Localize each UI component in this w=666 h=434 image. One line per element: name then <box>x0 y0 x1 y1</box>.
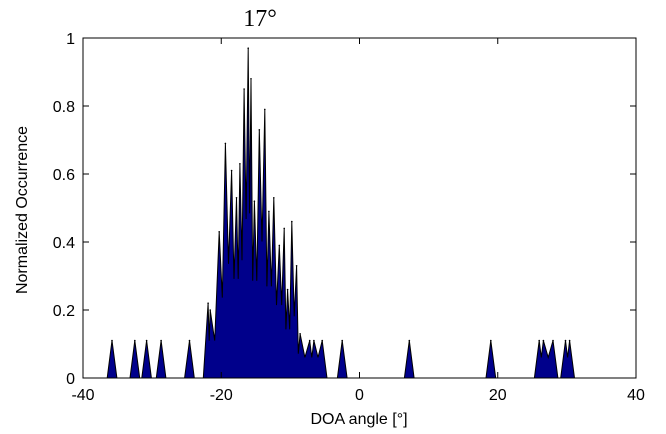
chart-title: 17° <box>243 6 277 32</box>
data-point-33 <box>542 339 545 342</box>
data-point-3 <box>160 339 162 342</box>
data-point-18 <box>268 210 270 213</box>
data-point-24 <box>295 265 298 267</box>
plot-area <box>83 38 636 378</box>
data-point-14 <box>250 78 252 80</box>
data-point-6 <box>209 309 211 311</box>
data-point-7 <box>218 231 220 233</box>
area-segment-9 <box>533 340 559 379</box>
data-point-11 <box>239 163 241 165</box>
y-tick-label-4: 0.8 <box>53 99 75 116</box>
data-point-31 <box>490 339 492 342</box>
data-point-34 <box>552 339 554 342</box>
data-point-29 <box>341 339 344 342</box>
data-point-35 <box>564 339 567 342</box>
area-segment-5 <box>202 48 328 379</box>
data-point-32 <box>538 339 540 342</box>
y-tick-label-2: 0.4 <box>53 235 75 252</box>
data-point-12 <box>243 88 245 90</box>
y-tick-label-1: 0.2 <box>53 303 75 320</box>
data-point-20 <box>278 244 281 247</box>
y-tick-label-0: 0 <box>66 371 75 388</box>
data-point-30 <box>408 339 411 342</box>
data-point-0 <box>111 339 113 342</box>
data-point-21 <box>283 227 286 230</box>
plot-frame <box>82 37 637 379</box>
data-point-27 <box>313 339 315 342</box>
x-tick-label-0: -40 <box>71 387 94 404</box>
data-point-19 <box>273 197 275 199</box>
y-tick-label-3: 0.6 <box>53 167 75 184</box>
data-point-22 <box>286 288 289 291</box>
x-tick-label-1: -20 <box>210 387 233 404</box>
data-point-17 <box>264 108 266 111</box>
x-tick-label-3: 20 <box>489 387 507 404</box>
data-point-4 <box>188 339 191 342</box>
data-point-1 <box>134 339 136 342</box>
y-tick-label-5: 1 <box>66 31 75 48</box>
data-point-13 <box>247 47 249 49</box>
data-point-15 <box>253 200 256 202</box>
data-point-16 <box>258 129 261 131</box>
x-tick-label-4: 40 <box>627 387 645 404</box>
data-point-28 <box>321 339 324 342</box>
data-point-9 <box>230 169 233 172</box>
x-axis-label: DOA angle [°] <box>310 411 407 428</box>
data-point-10 <box>235 197 238 199</box>
data-point-8 <box>224 142 227 145</box>
data-point-26 <box>308 339 311 342</box>
data-point-36 <box>568 339 571 342</box>
data-point-23 <box>291 220 293 223</box>
y-axis-label: Normalized Occurrence <box>14 126 31 294</box>
data-point-2 <box>145 339 148 342</box>
data-point-25 <box>299 333 301 335</box>
data-point-5 <box>207 302 209 305</box>
x-tick-label-2: 0 <box>355 387 364 404</box>
